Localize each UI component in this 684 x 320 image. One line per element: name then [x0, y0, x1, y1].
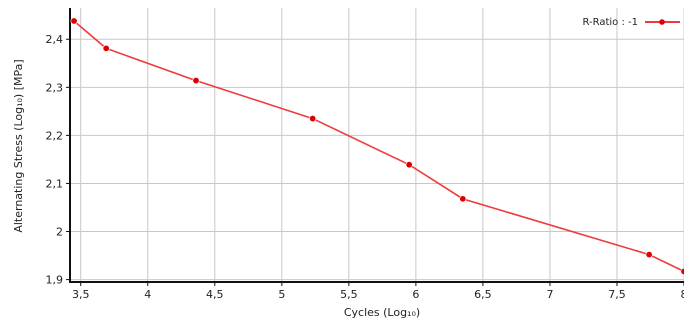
x-tick-label: 7,5 — [608, 288, 626, 301]
series-line-0 — [73, 20, 684, 273]
data-point — [459, 195, 467, 203]
data-point — [70, 17, 78, 25]
y-ticks: 1,9 2 2,1 2,2 2,3 2,4 — [46, 33, 70, 287]
axes — [69, 8, 684, 283]
y-tick-label: 2,4 — [46, 33, 64, 46]
legend: R-Ratio : -1 — [582, 17, 680, 28]
x-tick-label: 6,5 — [474, 288, 492, 301]
x-tick-label: 3,5 — [72, 288, 90, 301]
data-point — [102, 44, 110, 52]
x-tick-label: 6 — [412, 288, 419, 301]
y-tick-label: 2 — [56, 226, 63, 239]
x-tick-label: 4,5 — [206, 288, 224, 301]
data-point — [192, 77, 200, 85]
x-tick-label: 4 — [144, 288, 151, 301]
y-axis-title: Alternating Stress (Log₁₀) [MPa] — [12, 59, 25, 232]
series — [70, 17, 684, 275]
x-tick-label: 7 — [546, 288, 553, 301]
x-tick-label: 5,5 — [340, 288, 358, 301]
legend-label: R-Ratio : -1 — [582, 17, 638, 28]
x-ticks: 3,5 4 4,5 5 5,5 6 6,5 7 7,5 8 — [72, 282, 684, 301]
y-tick-label: 2,3 — [46, 81, 64, 94]
x-axis-title: Cycles (Log₁₀) — [344, 306, 420, 319]
legend-marker-swatch — [659, 19, 665, 25]
x-tick-label: 5 — [278, 288, 285, 301]
y-tick-label: 2,2 — [46, 129, 64, 142]
x-tick-label: 8 — [681, 288, 684, 301]
y-tick-label: 1,9 — [46, 274, 64, 287]
data-point — [309, 115, 317, 123]
y-tick-label: 2,1 — [46, 177, 64, 190]
grid — [70, 8, 684, 282]
data-point — [645, 251, 653, 259]
data-point — [405, 161, 413, 169]
